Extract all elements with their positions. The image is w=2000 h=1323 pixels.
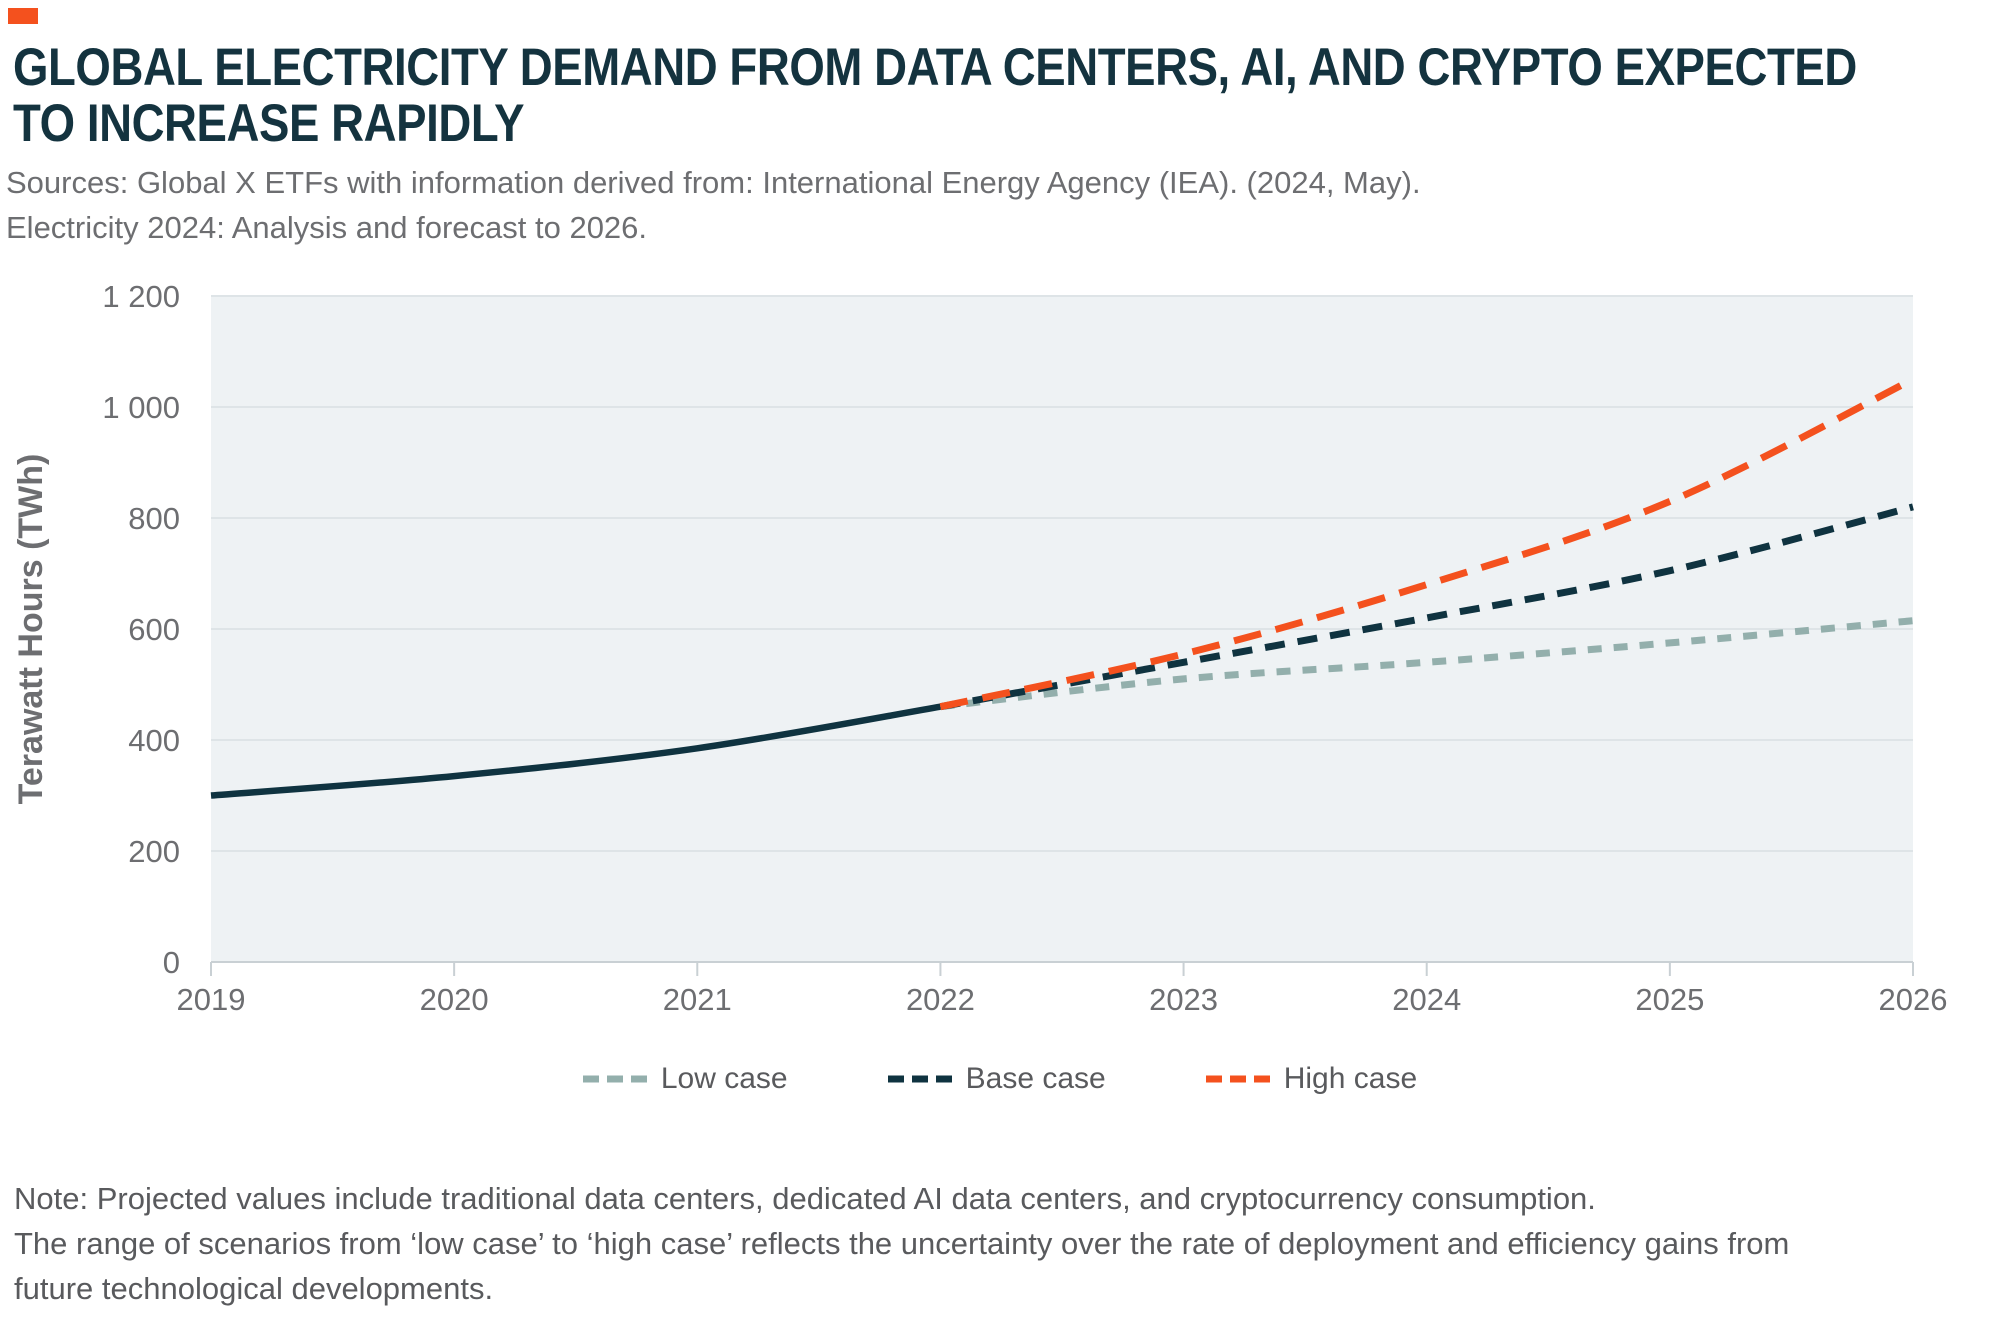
x-tick-label: 2021: [663, 982, 732, 1017]
y-tick-label: 200: [128, 834, 180, 869]
footnote: Note: Projected values include tradition…: [14, 1176, 1789, 1311]
y-tick-label: 1 000: [102, 390, 180, 425]
page-title-line-2: TO INCREASE RAPIDLY: [13, 94, 525, 153]
y-tick-label: 600: [128, 612, 180, 647]
sources-line-1: Sources: Global X ETFs with information …: [6, 165, 1421, 200]
legend-item-base-case: Base case: [887, 1062, 1106, 1096]
y-tick-label: 800: [128, 501, 180, 536]
legend-label-high-case: High case: [1283, 1062, 1418, 1095]
chart-area: 0 200 400 600 800 1 000 1 200 2019 2020 2021 2022 2…: [0, 270, 2000, 1045]
x-tick-label: 2020: [420, 982, 489, 1017]
series-line-historical: [210, 703, 941, 799]
legend-label-base-case: Base case: [965, 1062, 1106, 1095]
series-line-low-case: [940, 617, 1914, 711]
chart-legend: Low case Base case High case: [0, 1062, 2000, 1096]
x-tick-label: 2022: [906, 982, 975, 1017]
x-tick-label: 2023: [1149, 982, 1218, 1017]
sources-text: Sources: Global X ETFs with information …: [6, 160, 1421, 250]
x-tick-label: 2024: [1392, 982, 1461, 1017]
high-case-dash-swatch: [1205, 1075, 1270, 1083]
series-line-base-case: [939, 503, 1914, 711]
brand-accent-mark: [8, 8, 38, 24]
x-tick-label: 2025: [1635, 982, 1704, 1017]
electricity-demand-chart: 0 200 400 600 800 1 000 1 200 2019 2020 2021 2022 2…: [12, 279, 1948, 1017]
y-tick-label: 1 200: [102, 279, 180, 314]
y-tick-label: 400: [128, 723, 180, 758]
legend-label-low-case: Low case: [660, 1062, 788, 1095]
y-axis-title: Terawatt Hours (TWh): [12, 454, 50, 805]
x-tick-label: 2026: [1879, 982, 1948, 1017]
footnote-line-1: Note: Projected values include tradition…: [14, 1181, 1596, 1216]
footnote-line-3: future technological developments.: [14, 1271, 494, 1306]
legend-item-low-case: Low case: [582, 1062, 788, 1096]
low-case-dash-swatch: [582, 1075, 647, 1083]
footnote-line-2: The range of scenarios from ‘low case’ t…: [14, 1226, 1790, 1261]
legend-item-high-case: High case: [1205, 1062, 1418, 1096]
y-tick-label: 0: [163, 945, 180, 980]
page-title-line-1: GLOBAL ELECTRICITY DEMAND FROM DATA CENT…: [13, 38, 1857, 97]
page-title: GLOBAL ELECTRICITY DEMAND FROM DATA CENT…: [13, 40, 1857, 152]
sources-line-2: Electricity 2024: Analysis and forecast …: [6, 210, 648, 245]
base-case-dash-swatch: [887, 1075, 952, 1083]
x-tick-label: 2019: [177, 982, 246, 1017]
